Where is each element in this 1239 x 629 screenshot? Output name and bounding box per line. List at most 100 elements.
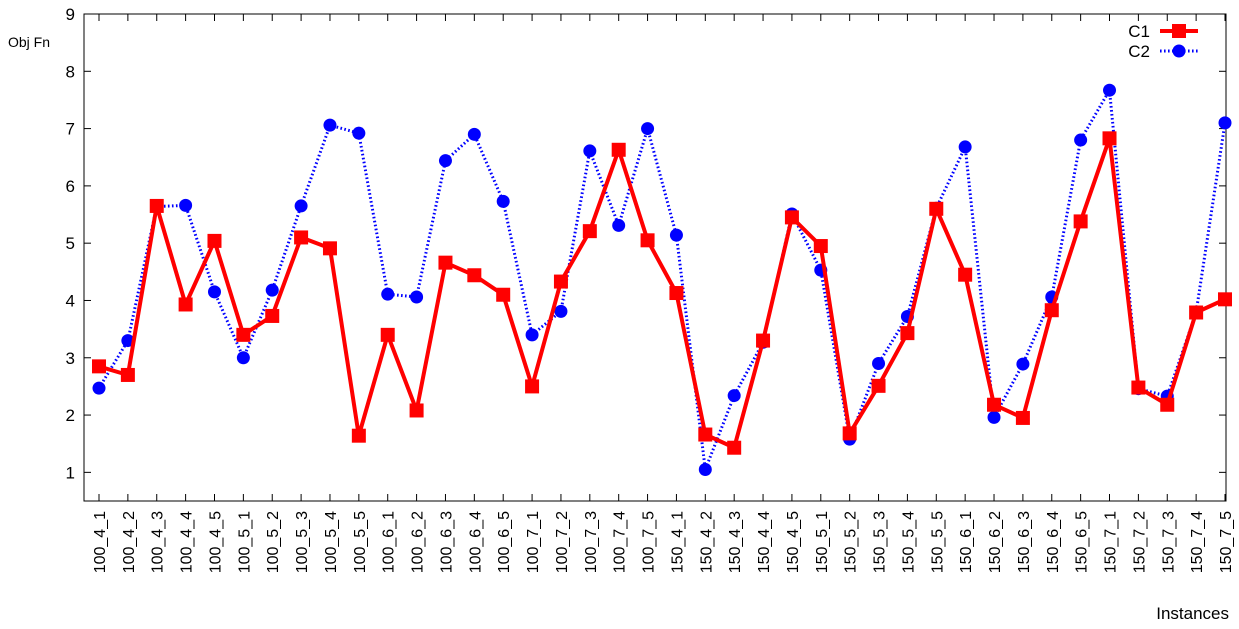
data-point-c2 [179,198,193,212]
x-tick-label: 100_4_2 [121,511,138,573]
data-point-c1 [1189,305,1204,320]
data-point-c1 [640,233,655,248]
y-tick-label: 4 [66,291,75,310]
data-point-c1 [1160,397,1175,412]
data-point-c2 [236,351,250,365]
data-point-c1 [756,333,771,348]
data-point-c1 [1131,380,1146,395]
data-point-c1 [1102,131,1117,146]
x-tick-label: 150_5_1 [814,511,831,573]
x-tick-label: 100_5_3 [294,511,311,573]
data-point-c1 [987,397,1002,412]
data-point-c1 [149,198,164,213]
x-tick-label: 100_4_5 [207,511,224,573]
data-point-c2 [467,127,481,141]
data-point-c2 [554,304,568,318]
data-point-c1 [813,239,828,254]
y-tick-label: 9 [66,5,75,24]
x-tick-label: 150_5_4 [900,511,917,573]
x-tick-label: 100_5_5 [352,511,369,573]
x-tick-label: 150_5_2 [843,511,860,573]
x-tick-label: 100_6_1 [381,511,398,573]
data-point-c2 [92,381,106,395]
x-axis: 100_4_1 100_4_2 100_4_3 100_4_4 100_4_5 100_5… [92,14,1235,573]
x-tick-label: 150_6_2 [987,511,1004,573]
x-tick-label: 150_4_4 [756,511,773,573]
x-tick-label: 100_5_4 [323,511,340,573]
x-tick-label: 100_4_4 [179,511,196,573]
data-point-c1 [1073,214,1088,229]
data-point-c2 [1074,133,1088,147]
data-point-c1 [900,326,915,341]
data-point-c2 [410,290,424,304]
x-tick-label: 100_7_4 [612,511,629,573]
data-point-c1 [929,201,944,216]
x-tick-label: 100_6_4 [467,511,484,573]
x-tick-label: 150_6_4 [1045,511,1062,573]
x-tick-label: 150_5_5 [929,511,946,573]
data-point-c1 [380,327,395,342]
x-tick-label: 100_7_3 [583,511,600,573]
data-point-c1 [669,286,684,301]
data-point-c1 [438,255,453,270]
x-tick-label: 150_5_3 [872,511,889,573]
y-tick-label: 5 [66,234,75,253]
y-tick-label: 8 [66,62,75,81]
data-point-c1 [1015,410,1030,425]
x-tick-label: 150_4_5 [785,511,802,573]
legend-marker-c2 [1172,44,1186,58]
legend-label-c2: C2 [1128,42,1150,61]
data-point-c2 [872,356,886,370]
y-tick-label: 6 [66,177,75,196]
series-line-c1 [98,136,1226,450]
y-axis: 1 2 3 4 5 6 7 8 9 [66,5,1226,482]
data-point-c1 [611,142,626,157]
data-point-c2 [1016,357,1030,371]
x-tick-label: 150_4_3 [727,511,744,573]
x-tick-label: 100_7_2 [554,511,571,573]
data-point-c2 [727,389,741,403]
y-axis-label: Obj Fn [8,34,51,50]
x-tick-label: 150_7_2 [1131,511,1148,573]
data-point-c1 [842,426,857,441]
x-tick-label: 150_7_4 [1189,511,1206,573]
x-tick-label: 100_6_2 [410,511,427,573]
data-point-c2 [525,328,539,342]
data-point-c1 [582,224,597,239]
data-point-c2 [641,122,655,136]
data-point-c1 [409,403,424,418]
data-point-c2 [265,283,279,297]
data-point-c1 [727,440,742,455]
data-point-c1 [92,359,106,374]
x-tick-label: 100_4_3 [150,511,167,573]
data-point-c2 [698,462,712,476]
data-point-c2 [669,228,683,242]
x-tick-label: 100_7_1 [525,511,542,573]
x-tick-label: 150_4_1 [669,511,686,573]
data-point-c1 [871,378,886,393]
data-point-c2 [583,144,597,158]
data-point-c1 [525,379,540,394]
series-layer [92,83,1232,476]
series-line-c2 [97,88,1227,471]
data-point-c2 [294,199,308,213]
data-point-c1 [958,267,973,282]
data-point-c1 [351,428,366,443]
x-axis-label: Instances [1156,604,1229,623]
data-point-c1 [553,274,568,289]
data-point-c2 [612,218,626,232]
x-tick-label: 100_6_3 [438,511,455,573]
x-tick-label: 150_7_1 [1103,511,1120,573]
data-point-c1 [1044,303,1059,318]
data-point-c2 [381,287,395,301]
x-tick-label: 150_4_2 [698,511,715,573]
data-point-c1 [784,210,799,225]
data-point-c2 [438,154,452,168]
data-point-c2 [323,118,337,132]
data-point-c1 [265,308,280,323]
data-point-c2 [958,140,972,154]
x-tick-label: 150_6_1 [958,511,975,573]
data-point-c1 [294,230,309,245]
